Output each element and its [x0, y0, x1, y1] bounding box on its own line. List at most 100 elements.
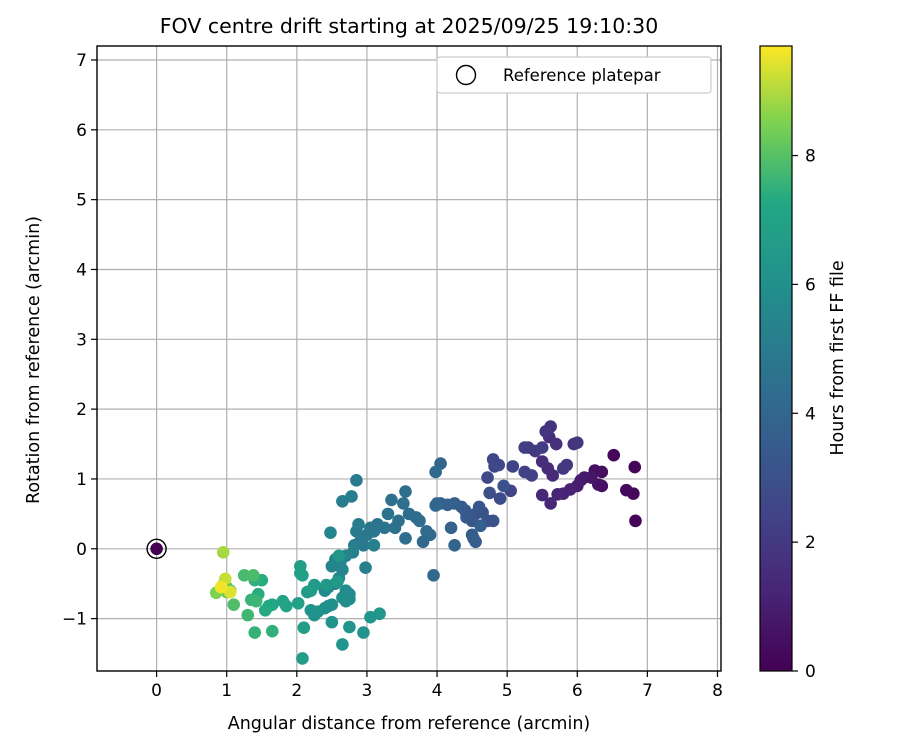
data-point: [324, 526, 337, 540]
data-point: [493, 492, 507, 505]
data-point: [467, 532, 480, 545]
colorbar-tick-label: 4: [805, 404, 816, 424]
x-tick-label: 6: [572, 681, 583, 701]
data-point: [276, 594, 290, 608]
colorbar-label: Hours from first FF file: [828, 260, 848, 455]
data-point: [319, 578, 333, 592]
reference-platepar-marker: [146, 538, 167, 559]
data-point: [399, 485, 412, 498]
grid: [97, 46, 721, 671]
y-tick-label: −1: [62, 610, 87, 630]
data-point: [357, 626, 370, 639]
colorbar-tick-label: 6: [805, 275, 816, 295]
data-point: [296, 569, 309, 582]
y-axis-label: Rotation from reference (arcmin): [24, 216, 44, 504]
x-tick-label: 8: [712, 681, 723, 701]
data-point: [325, 615, 339, 629]
data-point: [539, 425, 553, 438]
data-point: [352, 518, 365, 531]
colorbar-tick-label: 0: [805, 662, 816, 682]
data-point: [549, 437, 563, 451]
data-point: [350, 474, 363, 487]
data-point: [429, 465, 442, 479]
data-point: [474, 519, 487, 533]
data-point: [397, 497, 410, 510]
data-point: [367, 539, 381, 552]
data-point: [291, 596, 305, 610]
data-point: [535, 488, 549, 502]
chart-title: FOV centre drift starting at 2025/09/25 …: [160, 14, 659, 38]
x-axis-label: Angular distance from reference (arcmin): [228, 714, 591, 734]
y-tick-label: 5: [76, 191, 87, 211]
data-point: [331, 575, 344, 588]
data-point: [343, 620, 356, 634]
legend-marker-icon: [455, 64, 477, 86]
colorbar: [759, 45, 793, 672]
data-point: [297, 621, 311, 635]
x-tick-label: 5: [502, 681, 513, 701]
data-point: [296, 652, 309, 665]
x-tick-label: 4: [432, 681, 443, 701]
data-point: [556, 462, 570, 475]
data-point: [336, 591, 349, 604]
data-point: [214, 580, 228, 594]
y-tick-label: 2: [76, 400, 87, 420]
data-point: [570, 436, 584, 449]
x-tick-label: 1: [221, 681, 232, 701]
x-tick-label: 3: [362, 681, 373, 701]
legend-box: [436, 56, 712, 94]
reference-marker: [146, 538, 167, 559]
data-point: [481, 471, 494, 484]
data-point: [629, 514, 642, 528]
data-point: [399, 532, 412, 545]
legend-entry: Reference platepar: [503, 66, 661, 85]
data-point: [402, 507, 416, 521]
data-point: [304, 584, 318, 597]
y-tick-label: 1: [76, 470, 87, 490]
colorbar-tick-label: 2: [805, 533, 816, 553]
data-point: [535, 441, 549, 454]
data-point: [249, 594, 263, 608]
data-point: [332, 549, 346, 563]
data-point: [336, 495, 349, 508]
data-point: [497, 479, 510, 493]
data-point: [535, 455, 549, 468]
plot-frame: [96, 45, 722, 672]
data-point: [216, 545, 230, 559]
data-point: [265, 624, 279, 638]
data-point: [336, 638, 349, 651]
data-point: [483, 486, 496, 500]
data-point: [595, 479, 609, 493]
data-point: [248, 626, 262, 639]
colorbar-tick-label: 8: [805, 147, 816, 167]
data-point: [518, 441, 531, 454]
data-point: [385, 493, 398, 507]
data-point: [373, 607, 386, 621]
x-tick-label: 2: [291, 681, 302, 701]
data-point: [427, 569, 440, 582]
data-point: [544, 497, 557, 510]
x-tick-label: 0: [151, 681, 162, 701]
data-point: [304, 603, 318, 617]
data-point: [420, 525, 433, 538]
data-point: [607, 448, 621, 462]
legend: Reference platepar: [436, 56, 712, 94]
data-point: [247, 569, 260, 582]
scatter-points: [150, 420, 642, 665]
data-point: [448, 539, 461, 552]
data-point: [518, 465, 531, 479]
y-tick-label: 4: [76, 260, 87, 280]
axis-ticks: 0 1 2 3 4 5 6 7 8 −1 0 1 2 3 4 5 6 7: [62, 51, 723, 701]
colorbar-ticks: 0 2 4 6 8: [792, 147, 816, 682]
data-point: [492, 458, 506, 472]
data-point: [388, 521, 402, 535]
data-point: [241, 608, 255, 622]
y-tick-label: 6: [76, 121, 87, 141]
y-tick-label: 3: [76, 330, 87, 350]
y-tick-label: 7: [76, 51, 87, 71]
data-point: [551, 488, 564, 501]
data-point: [628, 460, 642, 474]
x-tick-label: 7: [642, 681, 653, 701]
data-point: [227, 598, 241, 611]
